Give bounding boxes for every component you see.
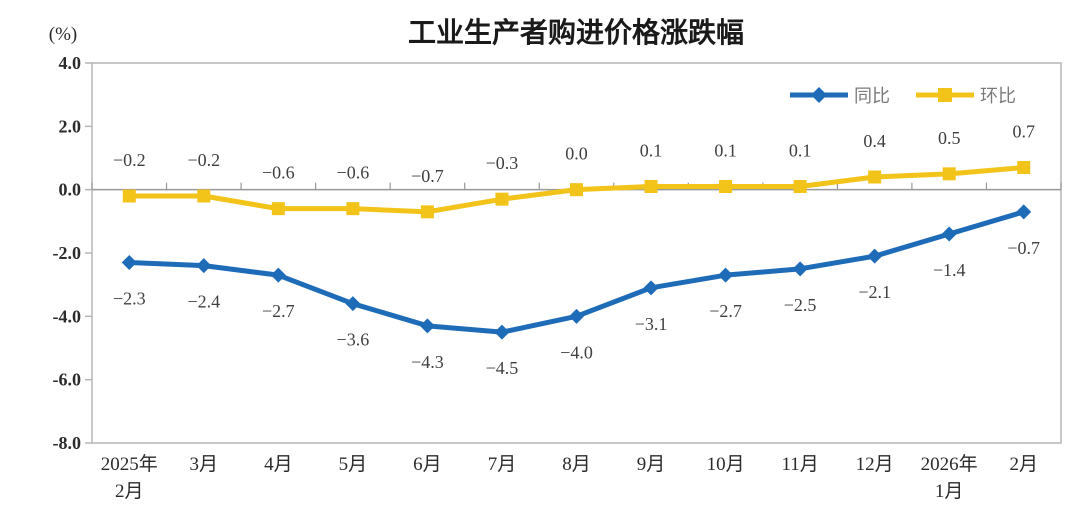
data-point-diamond-marker: [494, 324, 510, 340]
data-point-diamond-marker: [792, 261, 808, 277]
data-point-square-marker: [942, 167, 956, 181]
data-point-diamond-marker: [643, 280, 659, 296]
data-point-square-marker: [122, 189, 136, 203]
data-point-square-marker: [644, 180, 658, 193]
data-point-label: −3.6: [337, 330, 370, 350]
plot-area: 4.0 2.0 0.0 -2.0 -4.0 -6.0 -8.0 2025年 2月 3月 4月 5月 6月…: [53, 53, 1062, 502]
data-point-label: −2.4: [187, 292, 220, 312]
legend-huanbi-square-marker-icon: [938, 88, 952, 102]
x-axis-category-label: 2026年: [921, 453, 978, 475]
data-point-square-marker: [197, 189, 211, 203]
data-point-label: −0.2: [187, 150, 220, 170]
x-axis-category-label: 7月: [488, 454, 517, 475]
data-point-label: −0.6: [337, 163, 370, 183]
data-point-label: −4.5: [486, 358, 519, 378]
data-point-label: −0.3: [486, 153, 519, 173]
y-axis-tick-label: -6.0: [53, 370, 82, 390]
x-axis-category-label: 2月: [115, 481, 144, 502]
data-point-label: 0.4: [863, 131, 886, 151]
data-point-square-marker: [793, 180, 807, 193]
data-point-label: −2.7: [262, 301, 295, 321]
chart-title: 工业生产者购进价格涨跌幅: [408, 16, 744, 48]
plot-border: [91, 62, 1062, 444]
data-point-label: −0.2: [113, 150, 146, 170]
data-point-diamond-marker: [121, 255, 137, 270]
y-axis-tick-label: 0.0: [59, 180, 82, 200]
data-point-diamond-marker: [270, 267, 286, 283]
x-axis-category-label: 6月: [413, 454, 442, 475]
data-point-square-marker: [1017, 161, 1031, 174]
data-point-label: −1.4: [933, 260, 966, 280]
data-point-label: −2.1: [858, 282, 891, 302]
data-point-label: 0.1: [714, 141, 737, 161]
data-point-label: 0.1: [640, 141, 663, 161]
data-point-square-marker: [346, 202, 360, 216]
data-point-label: −0.7: [1007, 238, 1040, 258]
data-point-label: 0.5: [938, 128, 961, 148]
data-point-label: −3.1: [635, 314, 668, 334]
data-point-diamond-marker: [345, 296, 361, 312]
x-axis-category-label: 3月: [190, 454, 219, 475]
data-point-square-marker: [868, 170, 882, 184]
data-point-label: 0.7: [1012, 122, 1035, 142]
data-point-square-marker: [495, 192, 509, 206]
y-axis-unit-label: (%): [49, 24, 77, 45]
x-axis-category-label: 10月: [707, 454, 745, 475]
x-axis-category-label: 12月: [856, 454, 894, 475]
data-point-diamond-marker: [1016, 204, 1032, 220]
legend-tongbi-diamond-marker-icon: [811, 87, 827, 103]
x-axis-category-label: 11月: [781, 454, 818, 475]
x-axis-category-label: 4月: [264, 454, 293, 475]
data-point-diamond-marker: [419, 318, 435, 334]
data-point-diamond-marker: [941, 226, 957, 242]
data-point-square-marker: [271, 202, 285, 216]
y-axis-tick-label: -2.0: [53, 243, 82, 263]
x-axis-category-label: 2025年: [101, 453, 158, 475]
data-point-label: −2.3: [113, 289, 146, 309]
data-point-label: −0.7: [411, 166, 444, 186]
y-axis-tick-label: 2.0: [59, 116, 82, 136]
data-point-square-marker: [719, 180, 733, 193]
data-point-label: −2.5: [784, 295, 817, 315]
data-point-label: −0.6: [262, 163, 295, 183]
legend-item-tongbi: 同比: [790, 86, 890, 106]
legend-tongbi-label: 同比: [854, 86, 890, 106]
data-point-square-marker: [570, 183, 583, 197]
data-point-diamond-marker: [196, 258, 212, 274]
x-axis-category-label: 8月: [562, 454, 591, 475]
data-point-label: 0.0: [565, 144, 588, 164]
legend-huanbi-label: 环比: [980, 86, 1016, 106]
data-point-label: 0.1: [789, 141, 812, 161]
x-axis-category-label: 9月: [637, 454, 666, 475]
x-axis-category-label: 2月: [1009, 454, 1038, 475]
y-axis-tick-label: -4.0: [53, 306, 82, 326]
y-axis-tick-label: 4.0: [59, 53, 82, 73]
x-axis-category-label: 5月: [339, 454, 368, 475]
legend: 同比 环比: [790, 86, 1016, 106]
data-point-label: −4.3: [411, 352, 444, 372]
x-axis-category-label: 1月: [935, 481, 964, 502]
legend-item-huanbi: 环比: [916, 86, 1016, 106]
data-point-label: −2.7: [709, 301, 742, 321]
data-point-diamond-marker: [569, 308, 584, 324]
data-point-square-marker: [420, 205, 434, 219]
data-point-label: −4.0: [560, 342, 593, 362]
y-axis-tick-label: -8.0: [53, 433, 82, 453]
data-point-diamond-marker: [718, 267, 734, 283]
data-point-diamond-marker: [867, 248, 883, 264]
